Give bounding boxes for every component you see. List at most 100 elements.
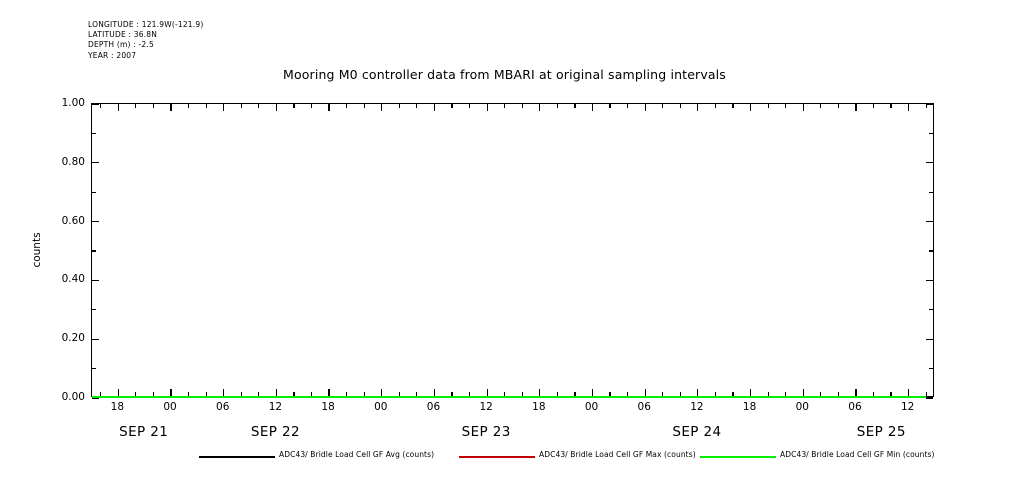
x-tick-minor <box>820 392 822 396</box>
y-tick-major-right <box>926 397 933 399</box>
x-tick-minor-top <box>240 104 242 108</box>
x-tick-major-top <box>328 104 330 111</box>
x-tick-minor <box>556 392 558 396</box>
x-tick-minor-top <box>310 104 313 108</box>
x-tick-minor <box>240 392 242 396</box>
x-tick-major <box>275 389 277 396</box>
x-tick-minor-top <box>767 104 769 108</box>
y-tick-major-right <box>926 338 933 340</box>
y-tick-major-right <box>926 103 933 105</box>
chart-legend: ADC43/ Bridle Load Cell GF Avg (counts) A… <box>0 449 1009 465</box>
x-tick-minor <box>310 392 313 396</box>
x-tick-minor <box>609 392 611 396</box>
y-tick-minor <box>92 132 96 134</box>
x-tick-minor <box>293 392 295 396</box>
x-tick-major-top <box>908 104 910 111</box>
x-tick-hour-label: 06 <box>848 401 862 413</box>
x-tick-major-top <box>749 104 752 111</box>
x-tick-minor <box>925 392 927 396</box>
x-tick-major <box>117 389 119 396</box>
x-tick-minor <box>205 392 207 396</box>
x-tick-minor-top <box>890 104 892 108</box>
x-tick-major-top <box>486 104 488 111</box>
y-tick-label: 0.80 <box>61 155 85 168</box>
x-tick-minor-top <box>732 104 734 108</box>
x-tick-major <box>486 389 488 396</box>
x-tick-major-top <box>381 104 383 111</box>
x-tick-minor-top <box>679 104 681 108</box>
y-tick-major <box>92 162 99 164</box>
x-tick-minor-top <box>627 104 629 108</box>
x-tick-minor-top <box>574 104 576 108</box>
x-tick-major <box>908 389 910 396</box>
x-tick-hour-label: 00 <box>584 401 599 413</box>
x-tick-minor-top <box>925 104 927 108</box>
x-tick-minor-top <box>293 104 295 108</box>
x-tick-major <box>644 389 646 396</box>
x-tick-hour-label: 06 <box>426 401 441 413</box>
y-tick-major-right <box>926 162 933 164</box>
x-tick-minor <box>504 392 506 396</box>
x-tick-minor-top <box>416 104 418 108</box>
y-tick-minor-right <box>929 132 933 134</box>
x-tick-minor <box>451 392 453 396</box>
metadata-latitude: LATITUDE : 36.8N <box>88 30 158 40</box>
x-tick-date-label: SEP 25 <box>856 424 906 440</box>
x-tick-minor <box>732 392 734 396</box>
x-tick-major <box>433 389 436 396</box>
x-tick-minor-top <box>205 104 207 108</box>
x-tick-major <box>223 389 225 396</box>
y-tick-label: 0.40 <box>61 273 85 286</box>
metadata-depth: DEPTH (m) : -2.5 <box>88 40 154 50</box>
x-tick-minor <box>346 392 348 396</box>
x-tick-minor-top <box>556 104 558 108</box>
x-tick-minor <box>714 392 717 396</box>
y-tick-major <box>92 279 99 281</box>
x-tick-minor <box>767 392 769 396</box>
x-tick-minor-top <box>609 104 611 108</box>
legend-label: ADC43/ Bridle Load Cell GF Min (counts) <box>780 450 935 459</box>
x-tick-hour-label: 06 <box>216 401 230 413</box>
x-tick-major <box>170 389 172 396</box>
x-tick-minor-top <box>100 104 102 108</box>
x-tick-major-top <box>117 104 119 111</box>
x-tick-minor-top <box>152 104 155 108</box>
x-tick-major-top <box>697 104 699 111</box>
y-tick-label: 0.20 <box>61 332 85 345</box>
y-tick-label: 1.00 <box>61 97 85 109</box>
y-tick-label: 0.60 <box>61 214 85 227</box>
x-tick-major <box>328 389 330 396</box>
x-tick-major-top <box>539 104 541 111</box>
x-tick-minor <box>468 392 471 396</box>
x-tick-minor <box>662 392 664 396</box>
x-tick-major-top <box>802 104 804 111</box>
legend-label: ADC43/ Bridle Load Cell GF Avg (counts) <box>279 450 435 459</box>
y-tick-minor-right <box>929 368 933 370</box>
x-tick-minor-top <box>468 104 471 108</box>
x-tick-minor-top <box>363 104 365 108</box>
x-tick-hour-label: 00 <box>163 401 177 413</box>
x-tick-major-top <box>275 104 277 111</box>
y-tick-major <box>92 103 99 105</box>
x-tick-minor-top <box>258 104 260 108</box>
x-tick-minor <box>416 392 418 396</box>
x-tick-minor-top <box>872 104 875 108</box>
plot-area <box>91 103 934 399</box>
x-tick-major <box>697 389 699 396</box>
legend-label: ADC43/ Bridle Load Cell GF Max (counts) <box>539 450 696 459</box>
x-tick-minor <box>785 392 787 396</box>
x-tick-date-label: SEP 21 <box>119 424 169 440</box>
x-tick-major-top <box>433 104 436 111</box>
x-tick-minor <box>135 392 137 396</box>
legend-line-swatch <box>700 456 776 458</box>
y-tick-minor <box>92 250 96 252</box>
x-tick-date-label: SEP 23 <box>461 424 511 440</box>
x-tick-major <box>749 389 752 396</box>
x-tick-minor <box>872 392 875 396</box>
x-tick-minor-top <box>714 104 717 108</box>
x-tick-minor-top <box>451 104 453 108</box>
x-tick-hour-label: 06 <box>637 401 651 413</box>
x-tick-minor-top <box>521 104 523 108</box>
x-tick-minor <box>100 392 102 396</box>
